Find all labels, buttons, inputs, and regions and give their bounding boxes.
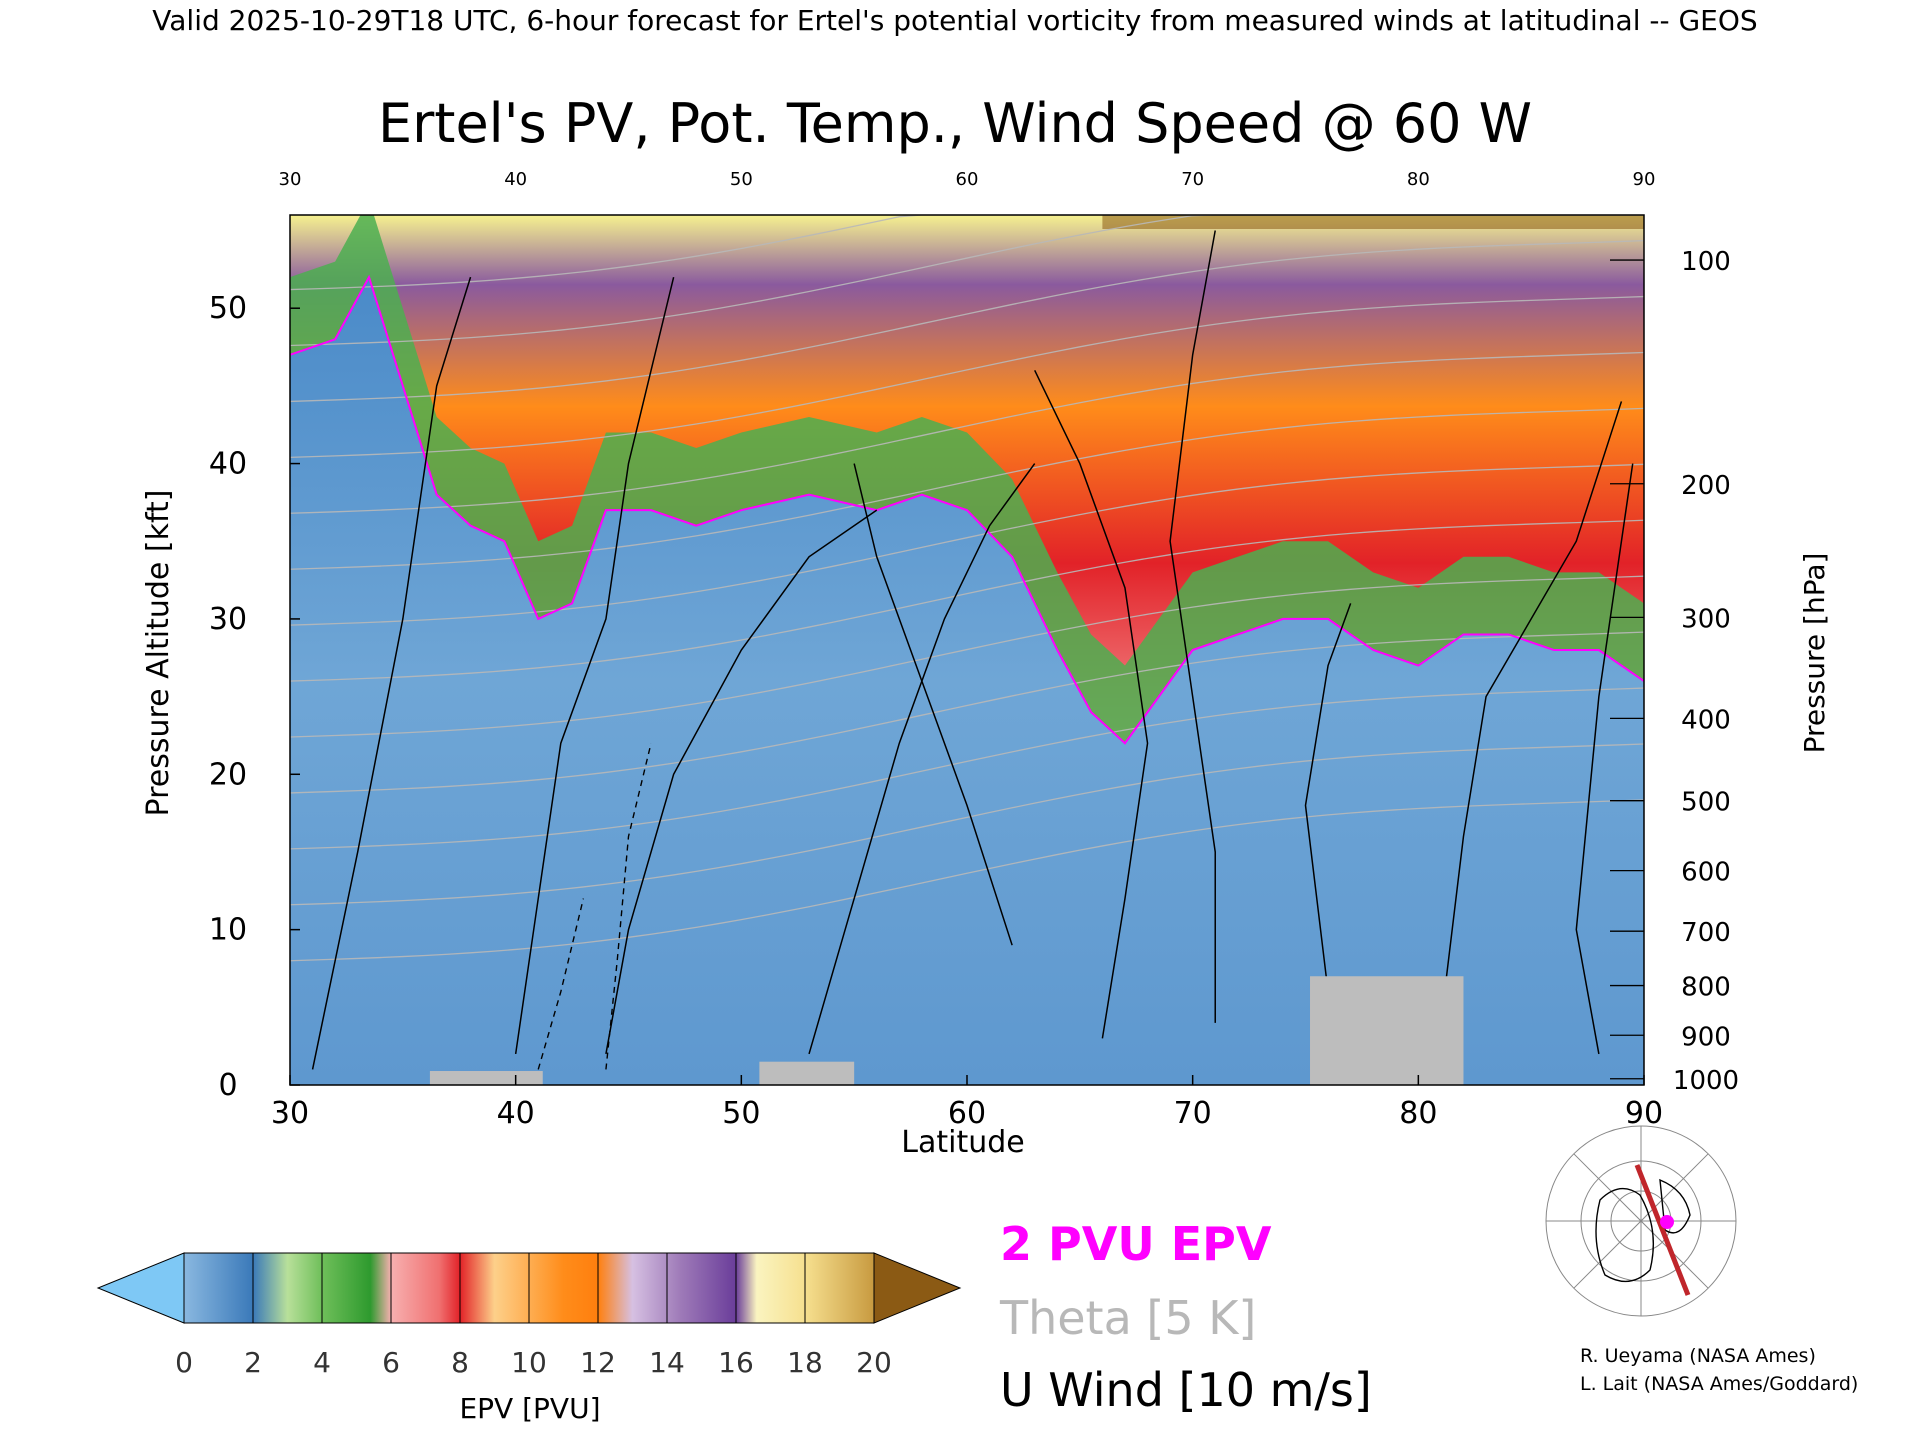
colorbar-tick-label: 10 bbox=[511, 1346, 547, 1379]
pressure-tick-label: 800 bbox=[1681, 973, 1731, 1003]
colorbar-tick-label: 14 bbox=[649, 1346, 685, 1379]
u-wind-contour bbox=[853, 463, 1013, 946]
colorbar-tick-label: 2 bbox=[244, 1346, 262, 1379]
theta-isentrope bbox=[290, 463, 1644, 626]
axes: 3030404050506060707080809090010203040501… bbox=[209, 169, 1739, 1131]
pressure-tick-label: 300 bbox=[1681, 604, 1731, 634]
u-wind-contour bbox=[1575, 463, 1634, 1055]
colorbar-tick-label: 16 bbox=[718, 1346, 754, 1379]
x-top-tick-label: 80 bbox=[1407, 169, 1430, 190]
theta-isentrope bbox=[290, 799, 1644, 962]
x-top-tick-label: 40 bbox=[504, 169, 527, 190]
pressure-tick-label: 500 bbox=[1681, 788, 1731, 818]
y-tick-label: 30 bbox=[209, 602, 247, 637]
legend-theta-label: Theta [5 K] bbox=[999, 1291, 1256, 1345]
theta-isentrope bbox=[290, 407, 1644, 570]
colorbar: 0 2 4 6 8 10 12 14 16 18 20 bbox=[96, 1252, 962, 1379]
theta-isentrope bbox=[290, 687, 1644, 850]
legend-pv-label: 2 PVU EPV bbox=[1000, 1217, 1272, 1271]
credit-line-2: L. Lait (NASA Ames/Goddard) bbox=[1580, 1373, 1858, 1395]
high-pv-cap bbox=[1102, 215, 1644, 229]
x-top-tick-label: 90 bbox=[1633, 169, 1656, 190]
y-tick-label: 20 bbox=[209, 757, 247, 792]
theta-isentrope bbox=[290, 575, 1644, 738]
legend-wind-label: U Wind [10 m/s] bbox=[1000, 1363, 1372, 1417]
x-axis-label: Latitude bbox=[901, 1125, 1024, 1160]
pressure-tick-label: 600 bbox=[1681, 858, 1731, 888]
u-wind-contour bbox=[514, 276, 675, 1055]
u-wind-contour bbox=[1304, 603, 1352, 992]
theta-isentrope bbox=[290, 295, 1644, 459]
u-wind-contour bbox=[1034, 370, 1149, 1039]
colorbar-tick-label: 4 bbox=[313, 1346, 331, 1379]
x-tick-label: 80 bbox=[1399, 1096, 1437, 1131]
u-wind-negative-contour bbox=[537, 898, 585, 1070]
pv-2pvu-contour bbox=[290, 274, 1644, 745]
u-wind-contour bbox=[311, 276, 472, 1070]
troposphere-fill bbox=[290, 277, 1644, 1085]
pressure-tick-label: 700 bbox=[1681, 918, 1731, 948]
theta-isentrope bbox=[290, 631, 1644, 794]
theta-isentrope bbox=[290, 239, 1644, 403]
figure-subtitle: Valid 2025-10-29T18 UTC, 6-hour forecast… bbox=[152, 4, 1757, 37]
x-top-tick-label: 30 bbox=[279, 169, 302, 190]
credit-line-1: R. Ueyama (NASA Ames) bbox=[1580, 1345, 1816, 1367]
terrain-block bbox=[759, 1061, 855, 1085]
plot-layers bbox=[290, 215, 1644, 1085]
x-tick-label: 70 bbox=[1174, 1096, 1212, 1131]
x-tick-label: 50 bbox=[722, 1096, 760, 1131]
inset-meridian bbox=[1573, 1153, 1709, 1289]
x-top-tick-label: 70 bbox=[1181, 169, 1204, 190]
u-wind-contour bbox=[1440, 401, 1623, 1023]
pressure-tick-label: 900 bbox=[1681, 1022, 1731, 1052]
legend: 2 PVU EPV Theta [5 K] U Wind [10 m/s] bbox=[999, 1217, 1372, 1417]
colorbar-tick-label: 6 bbox=[382, 1346, 400, 1379]
x-tick-label: 60 bbox=[948, 1096, 986, 1131]
x-tick-label: 30 bbox=[271, 1096, 309, 1131]
pressure-tick-label: 200 bbox=[1681, 471, 1731, 501]
x-top-tick-label: 50 bbox=[730, 169, 753, 190]
pressure-tick-label: 1000 bbox=[1673, 1066, 1739, 1096]
colorbar-under-arrow bbox=[96, 1252, 185, 1324]
terrain-block bbox=[1310, 976, 1464, 1085]
theta-isentrope bbox=[290, 215, 1644, 291]
y-axis-label: Pressure Altitude [kft] bbox=[141, 490, 176, 817]
theta-isentrope bbox=[290, 519, 1644, 682]
u-wind-contour bbox=[605, 509, 878, 1055]
pressure-tick-label: 100 bbox=[1681, 247, 1731, 277]
colorbar-tick-label: 0 bbox=[175, 1346, 193, 1379]
y-tick-label: 0 bbox=[218, 1068, 237, 1103]
theta-isentrope bbox=[290, 743, 1644, 906]
y-tick-label: 10 bbox=[209, 913, 247, 948]
theta-isentrope bbox=[290, 215, 1644, 347]
colorbar-tick-label: 12 bbox=[580, 1346, 616, 1379]
inset-location-marker bbox=[1660, 1215, 1674, 1229]
terrain-block bbox=[429, 1071, 543, 1085]
inset-coastline bbox=[1595, 1187, 1655, 1283]
colorbar-tick-label: 20 bbox=[856, 1346, 892, 1379]
polar-map-icon bbox=[1545, 1125, 1737, 1317]
plot-area bbox=[290, 215, 1644, 1085]
x-tick-label: 90 bbox=[1625, 1096, 1663, 1131]
theta-isentrope bbox=[290, 351, 1644, 514]
y-tick-label: 50 bbox=[209, 291, 247, 326]
pressure-tick-label: 400 bbox=[1681, 705, 1731, 735]
inset-greenland bbox=[1659, 1178, 1691, 1234]
y-tick-label: 40 bbox=[209, 447, 247, 482]
colorbar-tick-label: 8 bbox=[451, 1346, 469, 1379]
y-axis-right-label: Pressure [hPa] bbox=[1798, 553, 1831, 754]
chart-title: Ertel's PV, Pot. Temp., Wind Speed @ 60 … bbox=[378, 92, 1532, 155]
colorbar-label: EPV [PVU] bbox=[459, 1392, 600, 1425]
x-top-tick-label: 60 bbox=[956, 169, 979, 190]
colorbar-over-arrow bbox=[873, 1252, 962, 1324]
colorbar-tick-label: 18 bbox=[787, 1346, 823, 1379]
inset-cross-section-line bbox=[1634, 1164, 1691, 1296]
x-tick-label: 40 bbox=[497, 1096, 535, 1131]
u-wind-contour bbox=[1169, 230, 1216, 1023]
